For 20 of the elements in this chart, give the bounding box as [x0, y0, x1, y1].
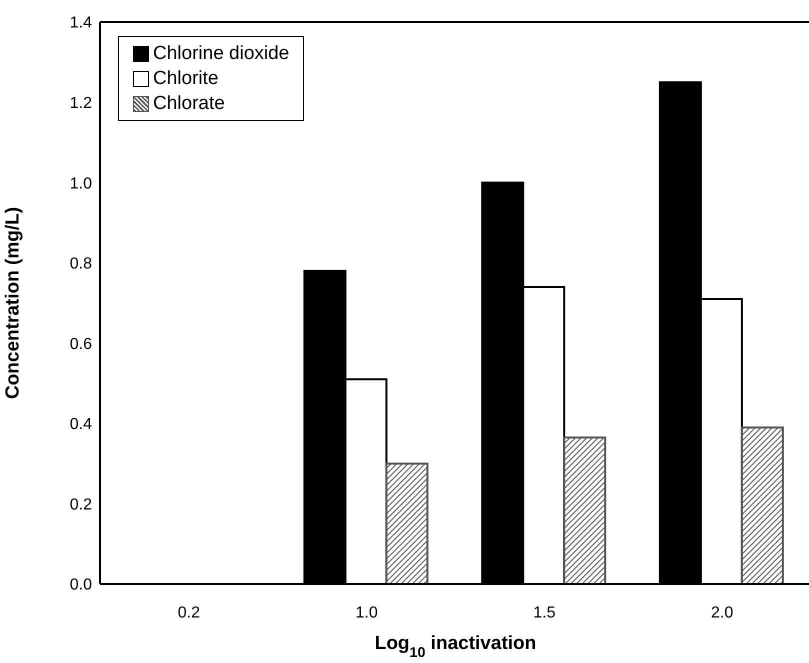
y-tick-label: 0.0: [70, 576, 92, 594]
bar: [740, 426, 784, 584]
y-tick-label: 0.8: [70, 256, 92, 273]
legend-label: Chlorite: [153, 68, 218, 90]
y-tick-label: 1.4: [70, 14, 92, 32]
y-tick-label: 1.0: [70, 175, 92, 192]
y-tick-label: 1.2: [70, 94, 92, 112]
legend-label: Chlorine dioxide: [153, 42, 290, 64]
y-tick-label: 0.2: [70, 496, 92, 514]
x-tick-label: 0.2: [178, 604, 200, 622]
x-tick-label: 1.0: [356, 604, 378, 622]
y-tick-label: 0.4: [70, 416, 92, 434]
y-tick-label: 0.6: [70, 336, 92, 353]
x-tick-label: 1.5: [533, 604, 556, 622]
bar: [563, 436, 606, 584]
legend-label: Chlorate: [153, 92, 225, 114]
x-axis-title: Log$_{10}$ inactivation: [374, 633, 536, 661]
y-axis-title: Concentration (mg/L): [2, 206, 24, 400]
bar: [385, 462, 428, 584]
x-tick-label: 2.0: [711, 604, 734, 622]
